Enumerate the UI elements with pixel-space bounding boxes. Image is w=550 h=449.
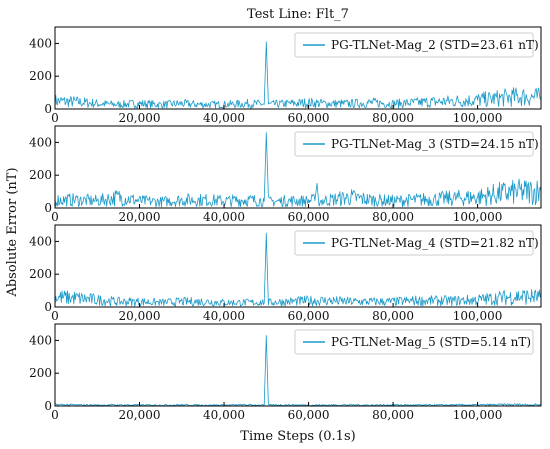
legend-label: PG-TLNet-Mag_2 (STD=23.61 nT) [331,38,539,52]
y-tick-label: 0 [44,201,52,215]
x-tick-label: 80,000 [372,210,414,224]
panels: 0 20,000 40,000 60,000 80,000 100,000 0 200 400 P… [29,26,542,422]
x-tick-label: 20,000 [119,111,161,125]
x-tick-label: 20,000 [119,309,161,323]
x-tick-label: 40,000 [203,111,245,125]
y-tick-label: 200 [29,366,52,380]
panel-3: 0 20,000 40,000 60,000 80,000 100,000 0 200 400 P… [29,224,542,323]
y-tick-label: 200 [29,168,52,182]
legend-label: PG-TLNet-Mag_4 (STD=21.82 nT) [331,236,539,250]
x-tick-label: 60,000 [288,309,330,323]
x-tick-label: 40,000 [203,408,245,422]
legend: PG-TLNet-Mag_2 (STD=23.61 nT) [294,32,539,58]
x-tick-label: 0 [51,210,59,224]
y-tick-label: 200 [29,69,52,83]
legend-label: PG-TLNet-Mag_3 (STD=24.15 nT) [331,137,539,151]
x-tick-label: 0 [51,309,59,323]
legend-box [294,131,534,157]
panel-2: 0 20,000 40,000 60,000 80,000 100,000 0 200 400 P… [29,125,542,224]
x-tick-label: 60,000 [288,210,330,224]
y-tick-label: 400 [29,333,52,347]
x-tick-label: 80,000 [372,111,414,125]
panel-4: 0 20,000 40,000 60,000 80,000 100,000 0 200 400 P… [29,323,542,422]
y-tick-label: 400 [29,234,52,248]
y-axis-label: Absolute Error (nT) [5,167,20,297]
x-tick-label: 100,000 [453,309,503,323]
y-tick-label: 400 [29,135,52,149]
x-tick-label: 0 [51,408,59,422]
series-line [54,41,542,109]
y-tick-label: 0 [44,300,52,314]
x-tick-label: 60,000 [288,111,330,125]
y-tick-label: 200 [29,267,52,281]
plot-frame [54,224,542,308]
y-tick-label: 400 [29,36,52,50]
chart-title: Test Line: Flt_7 [247,7,349,22]
plot-frame [54,125,542,209]
y-tick-label: 0 [44,102,52,116]
x-tick-label: 40,000 [203,309,245,323]
series-line [54,335,542,407]
legend-box [294,230,534,256]
y-tick-label: 0 [44,399,52,413]
x-tick-label: 0 [51,111,59,125]
x-tick-label: 80,000 [372,408,414,422]
x-tick-label: 20,000 [119,210,161,224]
x-tick-label: 100,000 [453,210,503,224]
x-tick-label: 20,000 [119,408,161,422]
x-tick-label: 100,000 [453,408,503,422]
plot-frame [54,323,542,407]
series-line [54,232,542,307]
legend: PG-TLNet-Mag_5 (STD=5.14 nT) [294,329,534,355]
legend: PG-TLNet-Mag_4 (STD=21.82 nT) [294,230,539,256]
x-axis-label: Time Steps (0.1s) [240,429,355,444]
legend: PG-TLNet-Mag_3 (STD=24.15 nT) [294,131,539,157]
x-tick-label: 60,000 [288,408,330,422]
x-tick-label: 100,000 [453,111,503,125]
legend-box [294,32,534,58]
plot-frame [54,26,542,110]
legend-label: PG-TLNet-Mag_5 (STD=5.14 nT) [331,335,531,349]
panel-1: 0 20,000 40,000 60,000 80,000 100,000 0 200 400 P… [29,26,542,125]
legend-box [294,329,534,355]
series-line [54,132,542,208]
x-tick-label: 80,000 [372,309,414,323]
x-tick-label: 40,000 [203,210,245,224]
